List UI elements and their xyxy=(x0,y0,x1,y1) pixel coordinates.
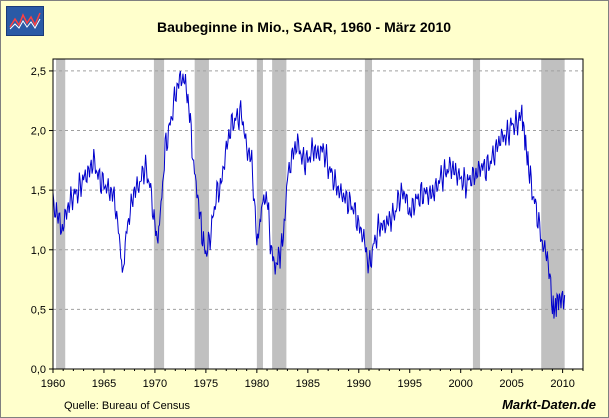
source-label: Quelle: Bureau of Census xyxy=(64,400,190,412)
chart-logo-icon xyxy=(9,12,41,30)
recession-band-1 xyxy=(56,59,66,369)
gridlines xyxy=(53,70,583,310)
recession-band-6 xyxy=(364,59,373,369)
chart-title: Baubeginne in Mio., SAAR, 1960 - März 20… xyxy=(157,19,451,35)
x-tick-label-9: 2005 xyxy=(499,378,523,390)
recession-band-2 xyxy=(153,59,165,369)
recession-band-8 xyxy=(541,59,565,369)
y-tick-label-0: 0,0 xyxy=(31,364,46,376)
x-tick-label-2: 1970 xyxy=(143,378,167,390)
x-tick-label-1: 1965 xyxy=(92,378,116,390)
brand-label: Markt-Daten.de xyxy=(502,397,596,412)
x-tick-label-10: 2010 xyxy=(550,378,574,390)
plot-area xyxy=(53,59,583,369)
recession-band-3 xyxy=(194,59,209,369)
recession-bands xyxy=(56,59,565,369)
series-line-0 xyxy=(52,70,566,319)
y-axis: 0,0 0,5 1,0 1,5 2,0 2,5 xyxy=(31,66,53,376)
x-tick-label-7: 1995 xyxy=(397,378,421,390)
x-tick-label-0: 1960 xyxy=(41,378,65,390)
recession-band-5 xyxy=(272,59,287,369)
recession-band-7 xyxy=(472,59,481,369)
recession-band-4 xyxy=(256,59,263,369)
y-tick-label-2: 1,0 xyxy=(31,245,46,257)
y-tick-label-1: 0,5 xyxy=(31,304,46,316)
x-tick-label-3: 1975 xyxy=(194,378,218,390)
x-tick-label-6: 1990 xyxy=(347,378,371,390)
x-tick-label-8: 2000 xyxy=(448,378,472,390)
x-axis: 1960 1965 1970 1975 1980 1985 1990 1995 2000 2005… xyxy=(41,369,584,390)
x-tick-label-5: 1985 xyxy=(296,378,320,390)
x-tick-label-4: 1980 xyxy=(245,378,269,390)
y-tick-label-3: 1,5 xyxy=(31,185,46,197)
y-tick-label-5: 2,5 xyxy=(31,66,46,78)
series-layer xyxy=(52,70,566,319)
chart-logo xyxy=(6,6,44,36)
y-tick-label-4: 2,0 xyxy=(31,126,46,138)
